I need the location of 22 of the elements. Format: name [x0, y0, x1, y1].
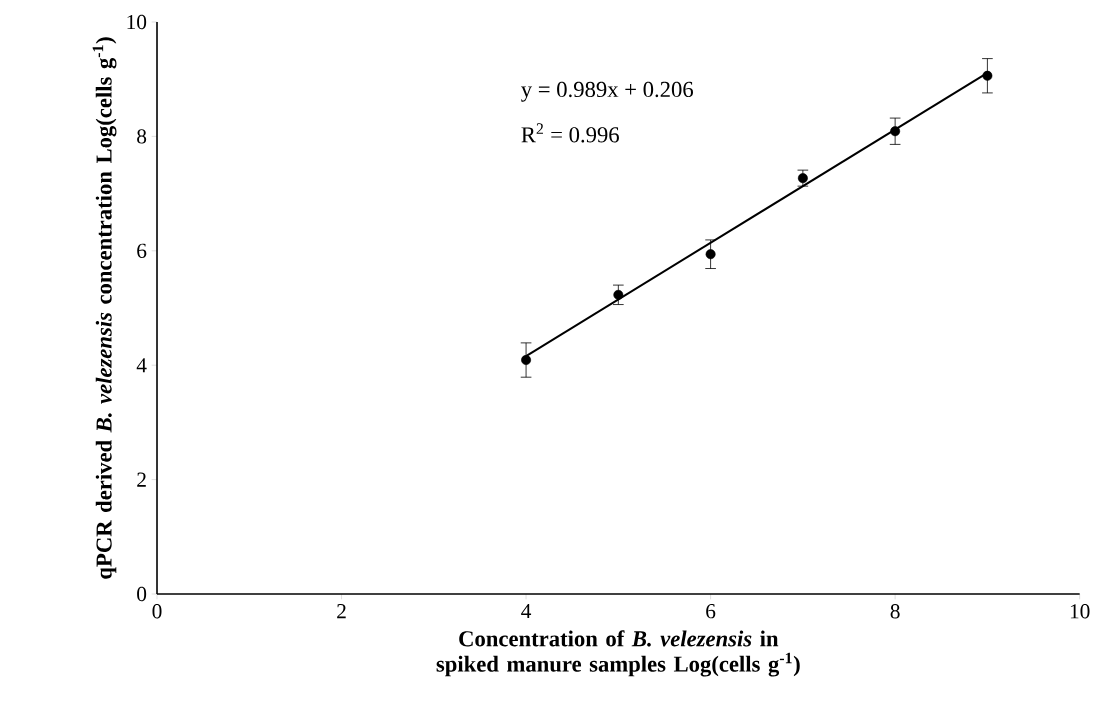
y-tick-label: 4 [136, 358, 147, 373]
x-axis-title: Concentration of B. velezensis in spiked manure samples Log(cells g$^{-1}$) [436, 630, 800, 677]
y-tick-label: 0 [137, 586, 147, 602]
x-tick-label: 8 [890, 604, 900, 619]
point [613, 289, 624, 300]
x-tick-label: 0 [152, 604, 162, 619]
x-tick-label: 2 [337, 604, 346, 619]
x-tick-label: 4 [521, 604, 532, 619]
y-tick-label: 10 [127, 14, 147, 30]
x-tick-label: 6 [706, 604, 716, 619]
point [797, 173, 808, 184]
x-tick-label: 10 [1070, 604, 1090, 619]
point [705, 249, 716, 260]
point [982, 70, 993, 81]
annotation: y = 0.989x + 0.206 [521, 81, 694, 102]
y-tick-label: 6 [137, 243, 147, 258]
y-axis-title: qPCR derived B. velezensis concentration Log(cells g$^{-1}$) [92, 37, 117, 579]
point [521, 355, 532, 365]
y-tick-label: 8 [137, 129, 147, 144]
annotation: R$^{2}$ = 0.996 [521, 123, 619, 143]
y-tick-label: 2 [137, 472, 146, 487]
point [890, 126, 901, 137]
